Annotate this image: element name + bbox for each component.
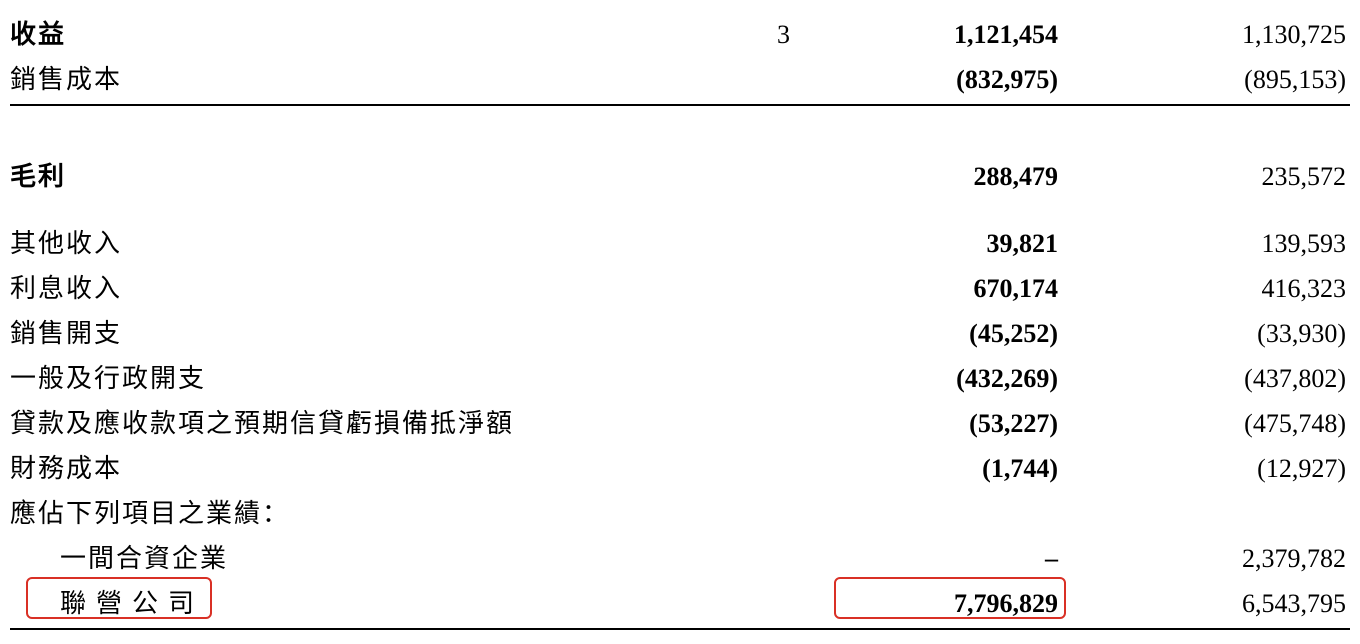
val1-other-income: 39,821: [790, 229, 1070, 259]
val2-interest-income: 416,323: [1070, 274, 1350, 304]
val1-revenue: 1,121,454: [790, 20, 1070, 50]
financial-table: 收益 3 1,121,454 1,130,725 銷售成本 (832,975) …: [10, 10, 1350, 630]
val2-credit-loss: (475,748): [1070, 409, 1350, 439]
val1-selling-expenses: (45,252): [790, 319, 1070, 349]
val1-admin-expenses: (432,269): [790, 364, 1070, 394]
row-share-results-header: 應佔下列項目之業績：: [10, 489, 1350, 534]
label-cogs: 銷售成本: [10, 59, 730, 96]
label-associates: 聯營公司: [10, 583, 730, 620]
label-selling-expenses: 銷售開支: [10, 313, 730, 350]
row-admin-expenses: 一般及行政開支 (432,269) (437,802): [10, 354, 1350, 399]
val1-cogs: (832,975): [790, 65, 1070, 95]
row-gross-profit: 毛利 288,479 235,572: [10, 152, 1350, 197]
label-interest-income: 利息收入: [10, 268, 730, 305]
label-admin-expenses: 一般及行政開支: [10, 358, 730, 395]
row-revenue: 收益 3 1,121,454 1,130,725: [10, 10, 1350, 55]
val1-interest-income: 670,174: [790, 274, 1070, 304]
label-other-income: 其他收入: [10, 223, 730, 260]
val2-finance-cost: (12,927): [1070, 454, 1350, 484]
label-share-results-header: 應佔下列項目之業績：: [10, 493, 730, 530]
row-joint-venture: 一間合資企業 – 2,379,782: [10, 534, 1350, 579]
spacer-2: [10, 197, 1350, 219]
label-credit-loss: 貸款及應收款項之預期信貸虧損備抵淨額: [10, 403, 730, 440]
row-associates: 聯營公司 7,796,829 6,543,795: [10, 579, 1350, 624]
row-credit-loss: 貸款及應收款項之預期信貸虧損備抵淨額 (53,227) (475,748): [10, 399, 1350, 444]
label-joint-venture: 一間合資企業: [10, 538, 730, 575]
val1-gross-profit: 288,479: [790, 162, 1070, 192]
val2-admin-expenses: (437,802): [1070, 364, 1350, 394]
val2-gross-profit: 235,572: [1070, 162, 1350, 192]
val1-credit-loss: (53,227): [790, 409, 1070, 439]
val2-other-income: 139,593: [1070, 229, 1350, 259]
val1-finance-cost: (1,744): [790, 454, 1070, 484]
note-revenue: 3: [730, 20, 790, 50]
spacer-1: [10, 110, 1350, 152]
val1-joint-venture: –: [790, 544, 1070, 574]
val2-cogs: (895,153): [1070, 65, 1350, 95]
row-interest-income: 利息收入 670,174 416,323: [10, 264, 1350, 309]
val2-joint-venture: 2,379,782: [1070, 544, 1350, 574]
val2-selling-expenses: (33,930): [1070, 319, 1350, 349]
row-finance-cost: 財務成本 (1,744) (12,927): [10, 444, 1350, 489]
row-selling-expenses: 銷售開支 (45,252) (33,930): [10, 309, 1350, 354]
val1-associates: 7,796,829: [790, 589, 1070, 619]
label-gross-profit: 毛利: [10, 156, 730, 193]
val2-revenue: 1,130,725: [1070, 20, 1350, 50]
label-revenue: 收益: [10, 14, 730, 51]
label-finance-cost: 財務成本: [10, 448, 730, 485]
rule-after-cogs: [10, 104, 1350, 106]
row-cogs: 銷售成本 (832,975) (895,153): [10, 55, 1350, 100]
row-other-income: 其他收入 39,821 139,593: [10, 219, 1350, 264]
val2-associates: 6,543,795: [1070, 589, 1350, 619]
rule-bottom: [10, 628, 1350, 630]
